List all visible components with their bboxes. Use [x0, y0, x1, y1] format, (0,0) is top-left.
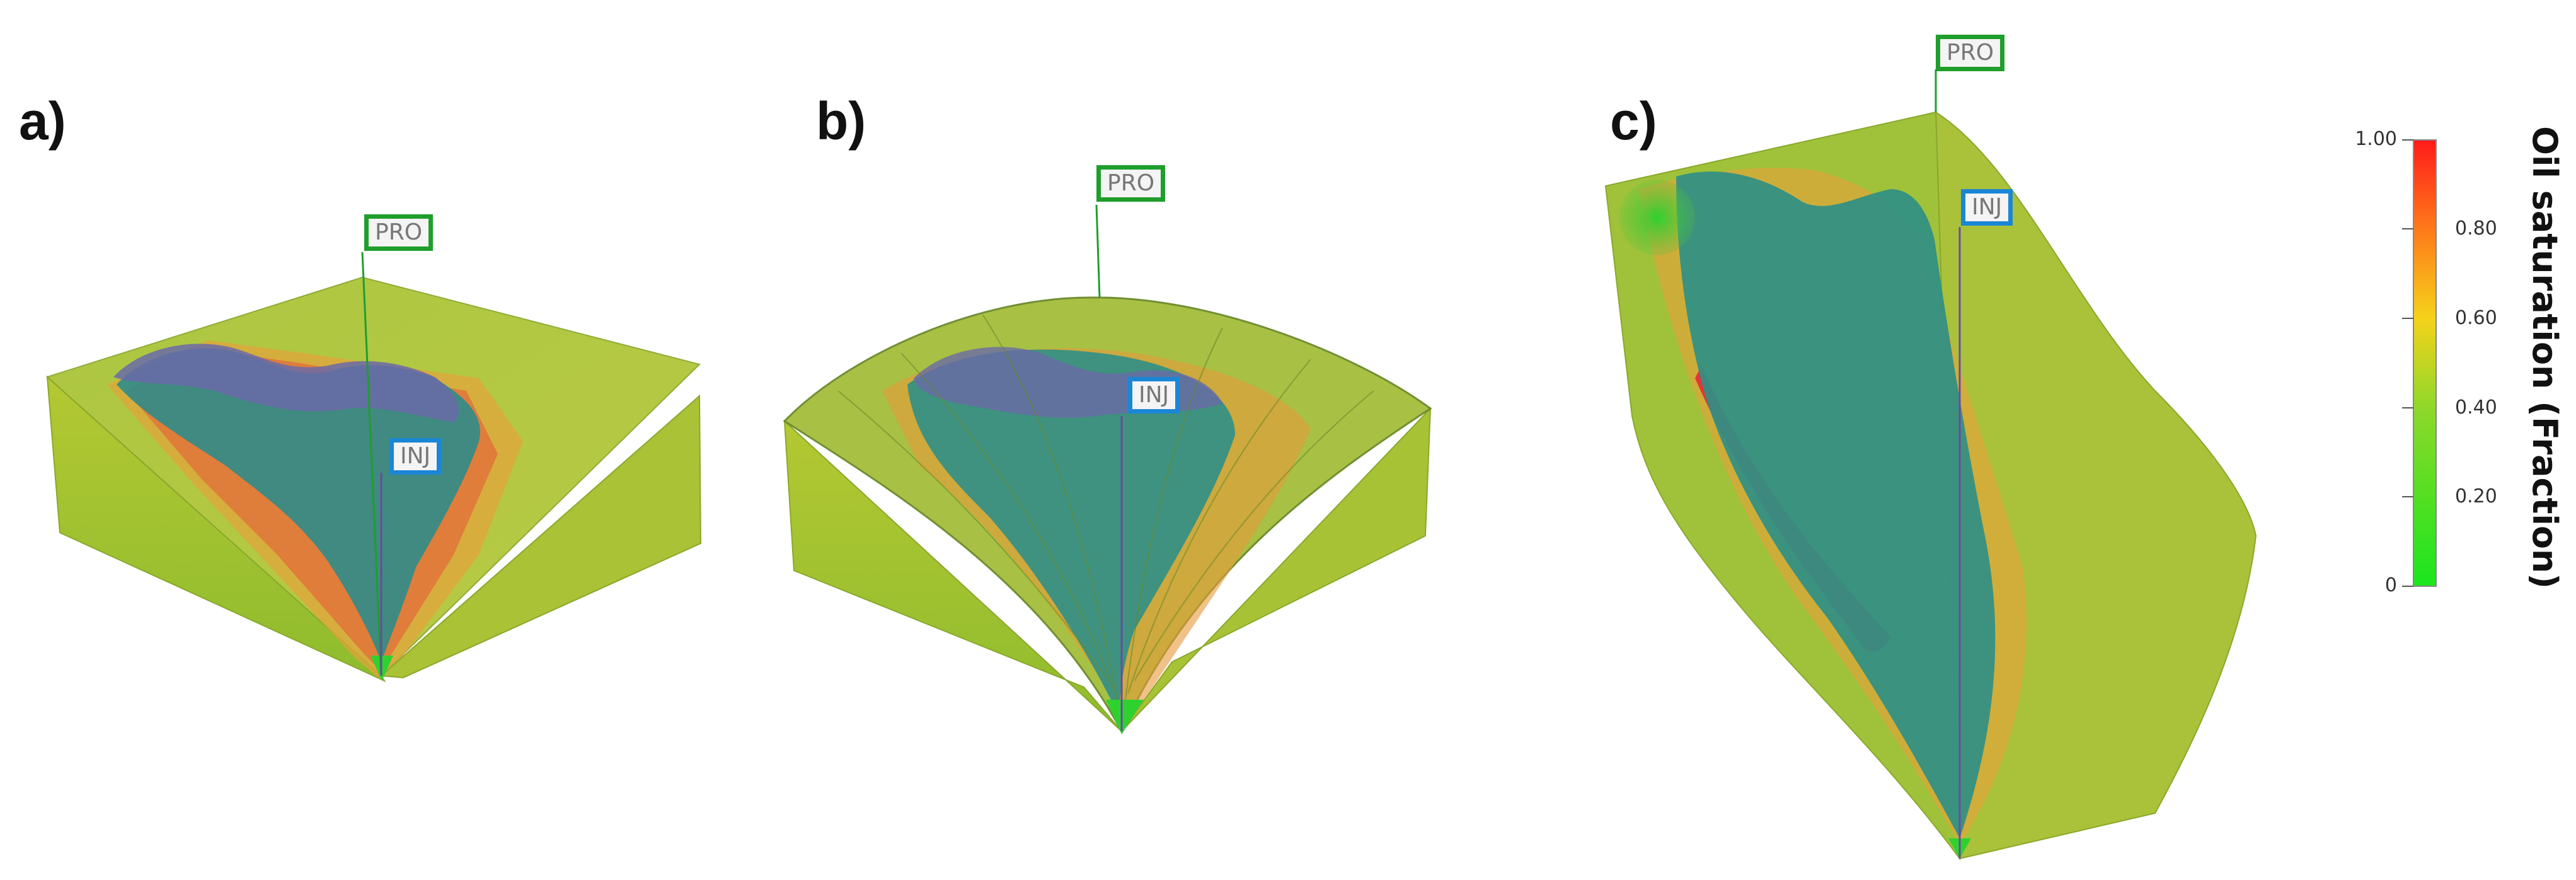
colorbar [2402, 139, 2437, 587]
colorbar-title: Oil saturation (Fraction) [2525, 126, 2565, 589]
panel-b-left-face [783, 419, 1122, 732]
colorbar-tick-label: 0.40 [2455, 397, 2497, 419]
panel-c-injector-tag: INJ [1961, 189, 2013, 226]
panel-a-label: a) [19, 91, 66, 151]
panel-c-reservoir-block [1604, 69, 2257, 861]
panel-a-swept-zone [117, 348, 480, 662]
colorbar-tick-label: 0.80 [2455, 217, 2497, 240]
panel-c-swept-zone [1676, 171, 1996, 838]
panel-a-reservoir-block [46, 252, 702, 683]
colorbar-tick-label: 0 [2384, 574, 2397, 596]
colorbar-tick-label: 1.00 [2355, 128, 2397, 150]
colorbar-gradient [2413, 139, 2437, 587]
panel-b-producer-well [1095, 204, 1101, 298]
panel-b-injector-tip [1106, 700, 1144, 734]
panel-b-dome-grid [837, 315, 1374, 707]
panel-a-swept-top [113, 344, 459, 422]
panel-c-label: c) [1610, 91, 1657, 151]
panel-a-injector-tag: INJ [389, 438, 442, 475]
panel-b-producer-tag: PRO [1096, 165, 1166, 202]
panel-b-injector-tag: INJ [1128, 377, 1180, 414]
colorbar-tick-label: 0.60 [2455, 307, 2497, 329]
panel-b-swept-zone [907, 349, 1235, 719]
panel-c-green-blob [1619, 180, 1695, 255]
panel-a-producer-well [361, 252, 382, 676]
panel-b-label: b) [816, 91, 866, 151]
panel-b-reservoir-block [783, 204, 1432, 734]
panel-b-right-face [1121, 407, 1432, 732]
panel-a-right-face [379, 394, 702, 679]
colorbar-tick-label: 0.20 [2455, 485, 2497, 507]
panel-a-producer-tag: PRO [364, 214, 434, 251]
panel-c-producer-tag: PRO [1936, 35, 2005, 71]
